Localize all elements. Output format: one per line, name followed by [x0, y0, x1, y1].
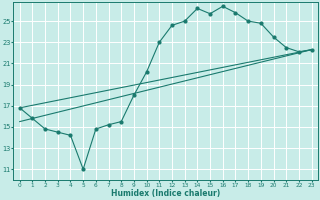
X-axis label: Humidex (Indice chaleur): Humidex (Indice chaleur) [111, 189, 220, 198]
